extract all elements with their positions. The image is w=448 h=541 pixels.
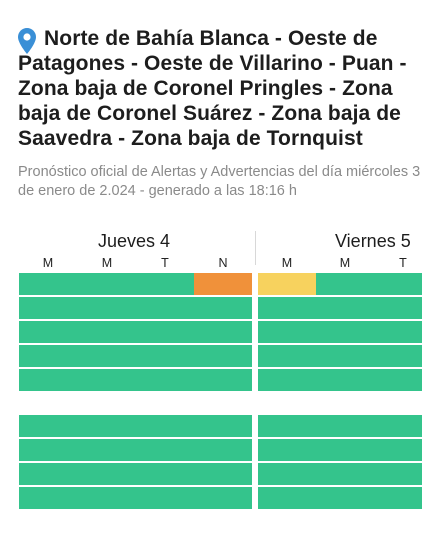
forecast-cell-viernes[interactable] [375, 415, 422, 437]
forecast-cell-viernes[interactable] [258, 487, 316, 509]
forecast-cell-jueves[interactable] [77, 463, 136, 485]
forecast-cell-jueves[interactable] [77, 369, 136, 391]
forecast-cell-viernes[interactable] [375, 321, 422, 343]
forecast-cell-jueves[interactable] [19, 273, 77, 295]
forecast-cell-viernes[interactable] [316, 297, 375, 319]
forecast-cell-jueves[interactable] [19, 297, 77, 319]
location-pin-icon [18, 28, 36, 54]
forecast-cell-jueves[interactable] [19, 439, 77, 461]
forecast-cell-jueves[interactable] [19, 345, 77, 367]
slot-label: T [399, 256, 407, 270]
forecast-cell-jueves[interactable] [194, 297, 252, 319]
forecast-cell-jueves[interactable] [19, 463, 77, 485]
forecast-cell-viernes[interactable] [258, 273, 316, 295]
forecast-cell-viernes[interactable] [316, 273, 375, 295]
slot-label: T [161, 256, 169, 270]
forecast-cell-jueves[interactable] [77, 487, 136, 509]
forecast-cell-jueves[interactable] [194, 439, 252, 461]
page-title: Norte de Bahía Blanca - Oeste de Patagon… [18, 27, 407, 150]
forecast-cell-jueves[interactable] [194, 369, 252, 391]
forecast-cell-viernes[interactable] [375, 273, 422, 295]
forecast-cell-jueves[interactable] [77, 415, 136, 437]
day-divider [255, 231, 256, 265]
forecast-cell-viernes[interactable] [258, 369, 316, 391]
forecast-cell-jueves[interactable] [19, 321, 77, 343]
slot-label: M [281, 256, 293, 270]
forecast-cell-jueves[interactable] [77, 321, 136, 343]
forecast-cell-viernes[interactable] [258, 415, 316, 437]
forecast-cell-jueves[interactable] [136, 463, 194, 485]
slot-label: M [339, 256, 351, 270]
forecast-cell-viernes[interactable] [316, 463, 375, 485]
forecast-cell-jueves[interactable] [77, 273, 136, 295]
forecast-cell-jueves[interactable] [19, 369, 77, 391]
forecast-cell-jueves[interactable] [77, 345, 136, 367]
forecast-cell-jueves[interactable] [77, 439, 136, 461]
forecast-row [19, 487, 422, 509]
forecast-cell-jueves[interactable] [194, 463, 252, 485]
forecast-cell-viernes[interactable] [375, 369, 422, 391]
forecast-row [19, 297, 422, 319]
day-header-jueves: Jueves 4 [98, 231, 171, 251]
forecast-cell-jueves[interactable] [194, 415, 252, 437]
forecast-cell-jueves[interactable] [136, 297, 194, 319]
slot-label: M [101, 256, 113, 270]
forecast-cell-viernes[interactable] [316, 415, 375, 437]
title-block: Norte de Bahía Blanca - Oeste de Patagon… [18, 26, 430, 151]
forecast-cell-viernes[interactable] [316, 369, 375, 391]
forecast-cell-jueves[interactable] [136, 345, 194, 367]
forecast-cell-jueves[interactable] [19, 487, 77, 509]
forecast-row [19, 415, 422, 437]
forecast-cell-jueves[interactable] [136, 321, 194, 343]
forecast-cell-viernes[interactable] [258, 321, 316, 343]
forecast-cell-jueves[interactable] [77, 297, 136, 319]
forecast-cell-jueves[interactable] [194, 345, 252, 367]
forecast-cell-jueves[interactable] [194, 321, 252, 343]
forecast-cell-jueves[interactable] [136, 273, 194, 295]
forecast-row [19, 273, 422, 295]
forecast-cell-viernes[interactable] [375, 439, 422, 461]
forecast-cell-viernes[interactable] [316, 345, 375, 367]
forecast-cell-jueves[interactable] [136, 439, 194, 461]
forecast-cell-viernes[interactable] [316, 321, 375, 343]
day-header-viernes: Viernes 5 [335, 231, 411, 251]
forecast-cell-jueves[interactable] [194, 273, 252, 295]
forecast-cell-jueves[interactable] [136, 487, 194, 509]
forecast-cell-viernes[interactable] [375, 463, 422, 485]
forecast-cell-viernes[interactable] [258, 439, 316, 461]
forecast-subtitle: Pronóstico oficial de Alertas y Adverten… [18, 164, 421, 199]
forecast-row [19, 321, 422, 343]
forecast-cell-viernes[interactable] [316, 439, 375, 461]
forecast-cell-viernes[interactable] [258, 297, 316, 319]
forecast-cell-jueves[interactable] [19, 415, 77, 437]
forecast-cell-jueves[interactable] [136, 369, 194, 391]
forecast-row [19, 463, 422, 485]
forecast-cell-viernes[interactable] [316, 487, 375, 509]
forecast-row [19, 439, 422, 461]
forecast-cell-jueves[interactable] [194, 487, 252, 509]
forecast-row [19, 369, 422, 391]
forecast-cell-viernes[interactable] [375, 345, 422, 367]
forecast-cell-viernes[interactable] [258, 463, 316, 485]
forecast-cell-viernes[interactable] [375, 297, 422, 319]
forecast-row [19, 345, 422, 367]
forecast-cell-viernes[interactable] [375, 487, 422, 509]
forecast-cell-viernes[interactable] [258, 345, 316, 367]
slot-label: M [42, 256, 54, 270]
header: Norte de Bahía Blanca - Oeste de Patagon… [18, 26, 430, 201]
forecast-cell-jueves[interactable] [136, 415, 194, 437]
slot-label: N [218, 256, 228, 270]
